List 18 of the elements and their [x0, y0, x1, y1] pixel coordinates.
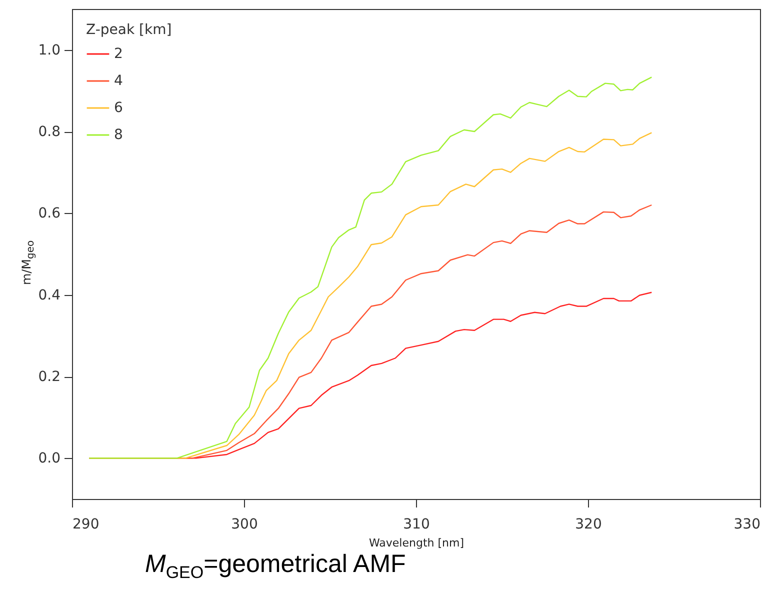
- x-tick-label: 290: [72, 516, 100, 532]
- x-tick-label: 300: [231, 516, 258, 532]
- legend-title: Z-peak [km]: [86, 22, 172, 38]
- legend-label: 4: [114, 73, 123, 89]
- y-tick-label: 0.0: [38, 450, 60, 467]
- y-tick-label: 0.4: [38, 287, 61, 304]
- y-tick-label: 1.0: [38, 42, 60, 58]
- y-tick-label: 0.6: [38, 206, 61, 222]
- y-tick-label: 0.2: [38, 369, 60, 385]
- legend-label: 2: [114, 46, 123, 62]
- y-tick-label: 0.8: [38, 124, 60, 140]
- x-tick-label: 320: [575, 516, 602, 532]
- legend-label: 8: [114, 127, 123, 143]
- x-tick-label: 310: [403, 516, 430, 532]
- x-tick-label: 330: [734, 516, 760, 532]
- legend-label: 6: [114, 100, 123, 116]
- x-axis-title: Wavelength [nm]: [368, 536, 464, 550]
- text: M$_{GEO}$=geometrical AMF: [145, 550, 406, 583]
